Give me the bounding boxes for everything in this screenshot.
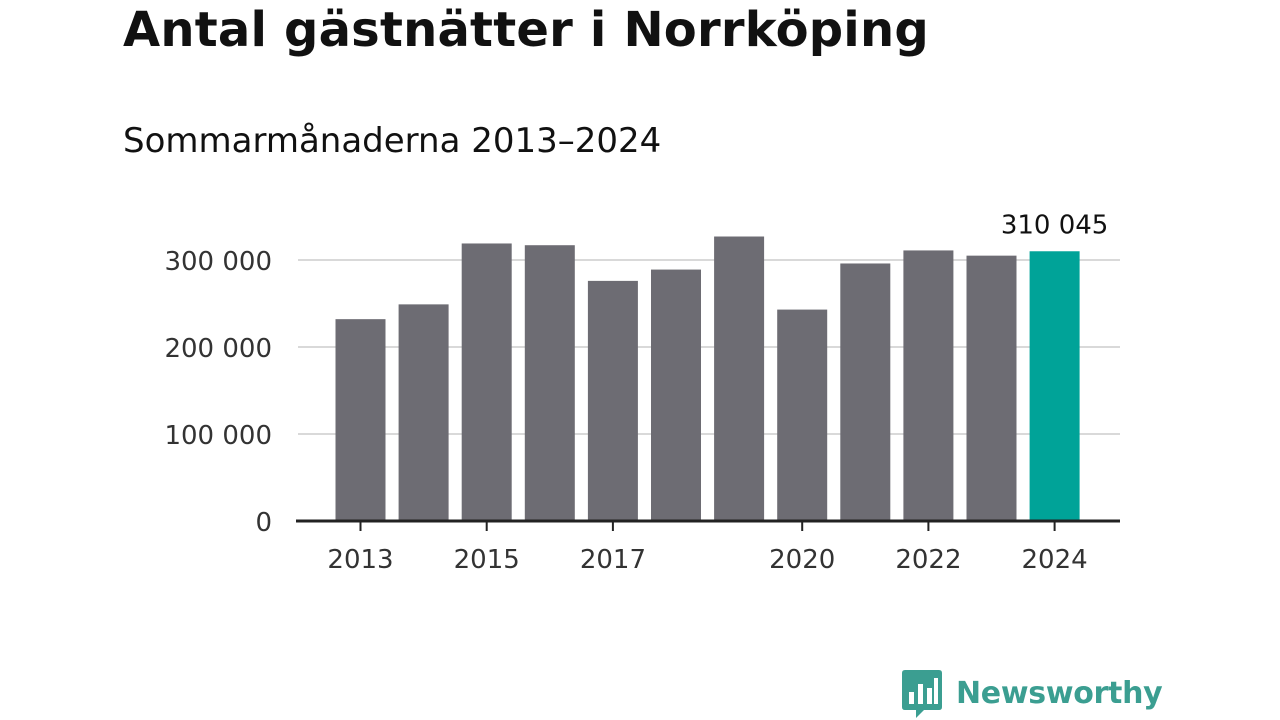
x-tick-label: 2022 — [895, 545, 961, 575]
bar-2020 — [777, 309, 828, 521]
chart-subtitle: Sommarmånaderna 2013–2024 — [123, 121, 662, 161]
newsworthy-logo: Newsworthy — [902, 670, 1163, 718]
bar-value-label: 310 045 — [1001, 210, 1109, 240]
chart-title: Antal gästnätter i Norrköping — [123, 2, 929, 58]
bar-2024 — [1029, 251, 1080, 521]
y-tick-label: 300 000 — [164, 247, 272, 277]
brand-name: Newsworthy — [956, 676, 1163, 711]
bar-2015 — [461, 243, 512, 521]
x-tick-label: 2024 — [1022, 545, 1088, 575]
y-tick-label: 200 000 — [164, 334, 272, 364]
x-tick-label: 2017 — [580, 545, 646, 575]
y-tick-label: 0 — [255, 508, 272, 538]
x-tick-label: 2013 — [327, 545, 393, 575]
x-tick-label: 2020 — [769, 545, 835, 575]
bar-2018 — [651, 269, 701, 521]
bar-2013 — [335, 319, 386, 521]
bar-2022 — [903, 250, 954, 521]
bar-2016 — [524, 245, 575, 521]
y-tick-label: 100 000 — [164, 421, 272, 451]
bar-2021 — [840, 263, 891, 521]
bar-2023 — [966, 255, 1017, 521]
bar-chart-speech-bubble-icon — [902, 670, 942, 718]
bar-2017 — [587, 280, 638, 521]
bar-2014 — [398, 304, 449, 521]
bar-2019 — [714, 236, 765, 521]
x-tick-label: 2015 — [454, 545, 520, 575]
